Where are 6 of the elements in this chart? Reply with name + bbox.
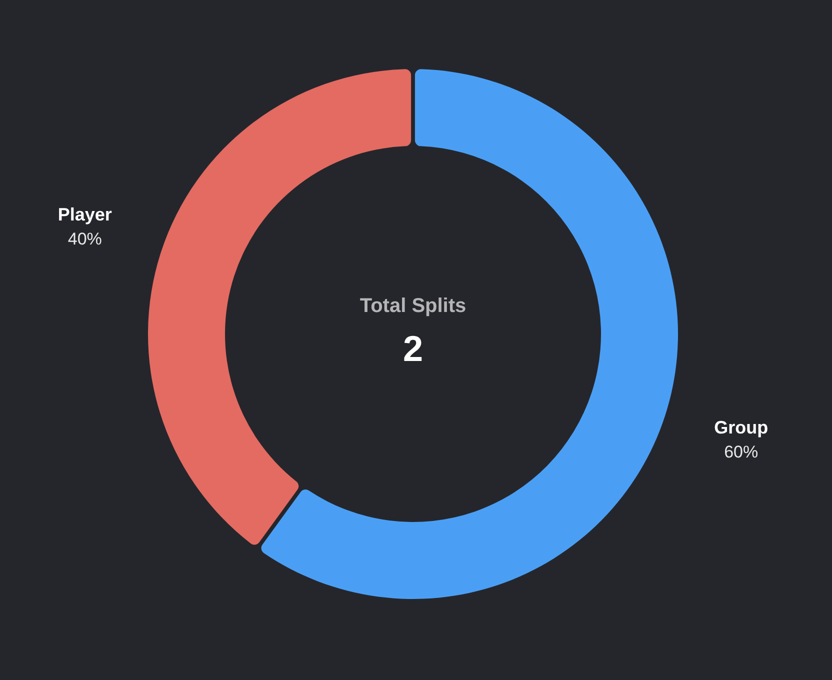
text: Total Splits	[360, 295, 466, 317]
text: 2	[402, 328, 424, 369]
data-label: 40%	[68, 229, 102, 248]
data-label: 60%	[724, 442, 758, 462]
slice-label: Player	[58, 204, 112, 224]
slice-label: Group	[714, 418, 768, 438]
